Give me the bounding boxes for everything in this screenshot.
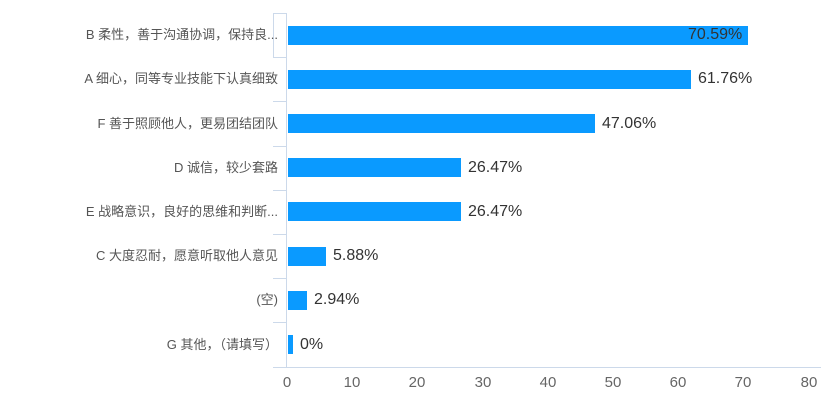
bar[interactable] [288, 247, 326, 266]
y-axis-tick [273, 278, 286, 279]
x-axis-tick-label: 70 [734, 374, 752, 391]
value-label: 26.47% [468, 203, 523, 220]
value-label: 0% [300, 336, 324, 353]
x-axis-tick-label: 50 [604, 374, 622, 391]
y-axis-tick [273, 146, 286, 147]
y-axis-line [286, 13, 287, 367]
value-label: 5.88% [333, 247, 379, 264]
bar[interactable] [288, 202, 461, 221]
category-label: (空) [256, 292, 278, 307]
bar[interactable] [288, 291, 307, 310]
y-axis-tick [273, 101, 286, 102]
value-label: 2.94% [314, 291, 360, 308]
bar[interactable] [288, 26, 748, 45]
x-axis-tick-label: 60 [669, 374, 687, 391]
category-label: G 其他，（请填写） [166, 337, 278, 352]
category-label: E 战略意识，良好的思维和判断... [85, 204, 278, 219]
bar[interactable] [288, 70, 691, 89]
category-label: C 大度忍耐，愿意听取他人意见 [95, 248, 278, 263]
y-axis-tick [273, 13, 286, 14]
y-axis-tick [273, 190, 286, 191]
x-axis-tick-label: 40 [539, 374, 557, 391]
category-label: B 柔性，善于沟通协调，保持良... [85, 27, 278, 42]
bar[interactable] [288, 335, 293, 354]
x-axis-tick-label: 0 [282, 374, 292, 391]
y-axis-tick [273, 57, 286, 58]
x-axis-tick-label: 10 [343, 374, 361, 391]
value-label: 70.59% [687, 26, 743, 43]
bar[interactable] [288, 158, 461, 177]
x-axis-line [273, 367, 821, 368]
value-label: 47.06% [602, 115, 657, 132]
y-axis-tick [273, 322, 286, 323]
x-axis-tick-label: 30 [474, 374, 492, 391]
category-label: F 善于照顾他人，更易团结团队 [97, 116, 278, 131]
bar[interactable] [288, 114, 595, 133]
x-axis-tick-label: 20 [408, 374, 426, 391]
category-label: A 细心，同等专业技能下认真细致 [84, 71, 278, 86]
value-label: 61.76% [698, 70, 753, 87]
value-label: 26.47% [468, 159, 523, 176]
first-category-bracket [273, 13, 274, 57]
y-axis-tick [273, 234, 286, 235]
category-label: D 诚信，较少套路 [173, 160, 278, 175]
x-axis-tick-label: 80 [800, 374, 818, 391]
